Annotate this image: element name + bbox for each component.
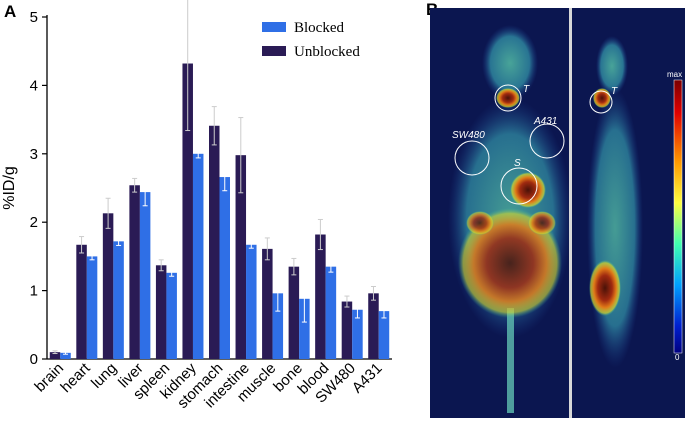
legend-label-unblocked: Unblocked: [294, 44, 360, 60]
tumor-label-sagittal: T: [611, 86, 618, 97]
bar-unblocked-stomach: [209, 125, 220, 359]
bar-unblocked-kidney: [182, 63, 193, 360]
legend-swatch-unblocked: [262, 46, 286, 56]
y-tick-label: 2: [30, 214, 38, 231]
bar-blocked-spleen: [166, 272, 177, 359]
legend-swatch-blocked: [262, 22, 286, 32]
bar-blocked-a431: [378, 311, 390, 359]
bar-unblocked-a431: [368, 293, 379, 359]
legend: Blocked Unblocked: [262, 20, 360, 60]
colorbar: [673, 79, 683, 354]
bar-unblocked-spleen: [155, 265, 167, 359]
bar-unblocked-brain: [49, 352, 61, 359]
bar-blocked-blood: [325, 266, 337, 359]
bar-blocked-brain: [60, 352, 71, 359]
sagittal-view: T: [587, 36, 643, 368]
bar-unblocked-blood: [315, 234, 326, 359]
bar-unblocked-heart: [76, 244, 87, 359]
view-divider: [569, 8, 572, 418]
bar-unblocked-bone: [288, 266, 300, 359]
bar-unblocked-lung: [102, 213, 114, 359]
bar-blocked-lung: [113, 241, 124, 359]
panel-a-label: A: [4, 2, 17, 21]
y-tick-label: 0: [30, 351, 38, 368]
bar-blocked-bone: [299, 298, 310, 359]
bars: [49, 0, 390, 360]
x-tick-label: A431: [349, 360, 386, 397]
y-tick-label: 1: [30, 283, 38, 300]
bar-unblocked-sw480: [341, 301, 353, 359]
x-tick-labels: brainheartlungliverspleenkidneystomachin…: [31, 359, 385, 412]
bar-blocked-liver: [139, 192, 151, 359]
x-tick-label: lung: [88, 360, 120, 392]
bar-unblocked-intestine: [235, 155, 247, 359]
colorbar-max-label: max: [667, 70, 682, 79]
coronal-view: T SW480 A431 S: [448, 25, 572, 413]
bar-unblocked-liver: [129, 185, 140, 359]
y-axis-label: %ID/g: [1, 166, 18, 210]
x-tick-label: heart: [57, 359, 94, 396]
y-tick-label: 3: [30, 146, 38, 163]
bar-blocked-stomach: [219, 177, 230, 359]
y-tick-label: 4: [30, 77, 38, 94]
a431-label: A431: [533, 116, 557, 127]
bar-blocked-muscle: [272, 293, 284, 359]
y-tick-label: 5: [30, 9, 38, 26]
tumor-label-coronal: T: [523, 84, 530, 95]
legend-label-blocked: Blocked: [294, 20, 344, 36]
bar-blocked-heart: [86, 256, 98, 359]
biodistribution-chart: 0 1 2 3 4 5 brainheartlungliverspleenkidneyst…: [1, 0, 392, 412]
bar-unblocked-muscle: [262, 248, 273, 359]
pet-ct-scan-image: T SW480 A431 S T max 0: [430, 8, 685, 418]
bar-blocked-sw480: [352, 309, 363, 359]
colorbar-min-label: 0: [675, 353, 680, 362]
sw480-label: SW480: [452, 130, 485, 141]
stomach-label: S: [514, 158, 521, 169]
bar-blocked-intestine: [246, 244, 257, 359]
bar-blocked-kidney: [192, 153, 204, 359]
